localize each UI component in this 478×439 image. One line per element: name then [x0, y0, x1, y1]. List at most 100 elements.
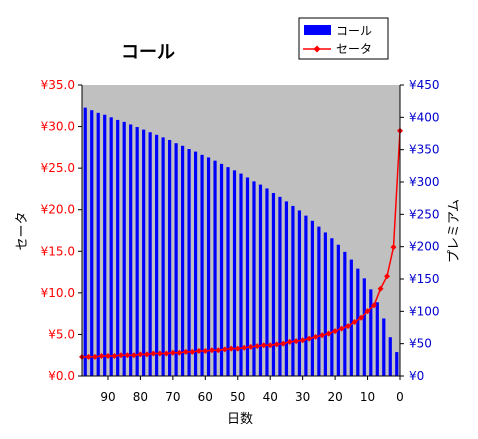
theta-point	[117, 352, 124, 359]
x-tick-label: 20	[327, 390, 342, 404]
theta-point	[150, 350, 157, 357]
bar	[336, 244, 340, 376]
y-right-tick-label: ¥300	[409, 175, 440, 189]
theta-point	[267, 342, 274, 349]
theta-point	[247, 343, 254, 350]
theta-point	[104, 353, 111, 360]
bar	[116, 119, 120, 377]
bar	[284, 201, 289, 376]
bar	[343, 251, 347, 376]
theta-point	[130, 352, 137, 359]
x-tick-label: 60	[198, 390, 213, 404]
theta-point	[143, 351, 150, 358]
bar	[369, 289, 373, 376]
bar	[323, 232, 327, 376]
legend-swatch-theta-marker	[313, 45, 321, 53]
legend-label-call: コール	[336, 24, 372, 38]
bar	[226, 167, 230, 376]
theta-point	[137, 351, 144, 358]
theta-point	[358, 314, 365, 321]
bar	[148, 132, 152, 376]
bar	[395, 352, 399, 376]
theta-point	[325, 330, 332, 337]
x-tick-label: 30	[295, 390, 310, 404]
y-right-tick-label: ¥450	[409, 78, 440, 92]
bar	[213, 160, 217, 376]
bar	[265, 188, 269, 376]
y-left-tick-label: ¥25.0	[41, 161, 75, 175]
bar	[278, 196, 282, 376]
theta-point	[124, 352, 131, 359]
theta-point	[221, 346, 228, 353]
x-tick-label: 80	[133, 390, 148, 404]
x-tick-label: 40	[263, 390, 278, 404]
bar	[356, 268, 360, 376]
bar	[174, 143, 178, 376]
bar	[142, 129, 146, 376]
theta-point	[91, 353, 98, 360]
bar	[388, 337, 392, 376]
theta-point	[273, 341, 280, 348]
y-left-tick-label: ¥5.0	[48, 327, 75, 341]
bar	[271, 192, 276, 376]
theta-point	[215, 347, 222, 354]
x-tick-label: 10	[360, 390, 375, 404]
y-right-tick-label: ¥400	[409, 110, 440, 124]
y-right-tick-label: ¥50	[409, 337, 432, 351]
y-right-tick-label: ¥200	[409, 240, 440, 254]
bar	[129, 124, 133, 376]
bar	[258, 184, 263, 376]
theta-point	[98, 353, 105, 360]
x-tick-label: 50	[230, 390, 245, 404]
chart-title: コール	[121, 42, 175, 63]
x-tick-label: 70	[165, 390, 180, 404]
theta-point	[312, 333, 319, 340]
x-tick-label: 0	[396, 390, 404, 404]
bar	[200, 154, 204, 376]
y-right-tick-label: ¥350	[409, 143, 440, 157]
y-left-tick-label: ¥30.0	[41, 120, 75, 134]
theta-point	[364, 308, 371, 315]
theta-point	[260, 342, 267, 349]
legend: コール セータ	[298, 17, 389, 60]
theta-point	[156, 350, 163, 357]
bar	[252, 181, 256, 376]
theta-point	[332, 328, 339, 335]
theta-point	[351, 318, 358, 325]
bar	[206, 157, 211, 376]
theta-point	[176, 349, 183, 356]
axes: ¥0.0 ¥5.0 ¥10.0 ¥15.0 ¥20.0 ¥25.0 ¥30.0 ¥35.0 ¥0…	[41, 78, 440, 404]
theta-point	[306, 335, 313, 342]
bar	[187, 149, 191, 376]
bar	[83, 107, 87, 376]
y-left-tick-label: ¥20.0	[41, 203, 75, 217]
theta-point	[208, 347, 215, 354]
bar	[122, 121, 126, 376]
bar	[239, 173, 243, 376]
theta-point	[195, 348, 202, 355]
bar	[291, 205, 295, 376]
bar	[180, 145, 185, 376]
bar	[245, 177, 250, 376]
bar	[375, 302, 379, 376]
theta-point	[280, 340, 287, 347]
bar	[330, 238, 334, 376]
bar	[109, 117, 113, 376]
y-axis-left-label: セータ	[15, 211, 30, 250]
theta-point	[202, 348, 209, 355]
x-axis-label: 日数	[227, 412, 253, 427]
bar	[135, 127, 139, 376]
y-left-tick-label: ¥0.0	[48, 369, 75, 383]
theta-point	[163, 350, 170, 357]
bar	[362, 278, 366, 376]
theta-point	[234, 345, 241, 352]
theta-point	[345, 323, 352, 330]
theta-point	[338, 325, 345, 332]
theta-line-series	[79, 127, 403, 360]
bar	[219, 163, 224, 376]
theta-point	[182, 348, 189, 355]
bar	[103, 114, 107, 376]
y-right-tick-label: ¥150	[409, 272, 440, 286]
bar	[155, 134, 159, 376]
y-right-tick-label: ¥100	[409, 304, 440, 318]
